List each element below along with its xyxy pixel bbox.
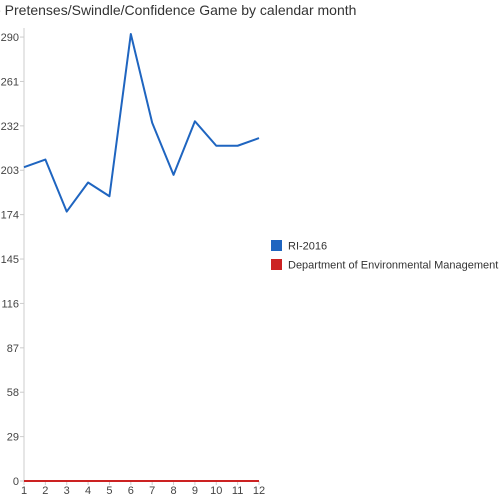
y-tick-label: 0 — [13, 476, 19, 488]
x-axis: 1 2 3 4 5 6 7 8 9 10 11 12 — [21, 480, 265, 497]
y-tick-label: 203 — [1, 165, 19, 177]
y-tick-label: 290 — [1, 32, 19, 44]
y-tick-label: 174 — [1, 210, 19, 222]
legend-label: Department of Environmental Management — [288, 260, 498, 272]
x-tick-label: 6 — [128, 485, 134, 497]
legend-item[interactable]: RI-2016 — [271, 240, 327, 253]
x-tick-label: 4 — [85, 485, 91, 497]
x-tick-label: 1 — [21, 485, 27, 497]
y-tick-label: 232 — [1, 121, 19, 133]
legend-swatch — [271, 240, 282, 251]
y-tick-label: 87 — [7, 343, 19, 355]
y-tick-label: 116 — [1, 298, 19, 310]
x-tick-label: 9 — [192, 485, 198, 497]
y-tick-label: 145 — [1, 254, 19, 266]
y-tick-label: 29 — [7, 432, 19, 444]
chart-title: se Pretenses/Swindle/Confidence Game by … — [0, 2, 357, 18]
series-lines — [23, 33, 260, 482]
x-tick-label: 7 — [149, 485, 155, 497]
y-tick-label: 58 — [7, 387, 19, 399]
legend-item[interactable]: Department of Environmental Management — [271, 259, 498, 272]
legend-label: RI-2016 — [288, 241, 327, 253]
y-axis: 0 29 58 87 116 145 174 203 232 261 290 — [1, 28, 25, 488]
y-tick-label: 261 — [1, 76, 19, 88]
x-tick-label: 8 — [170, 485, 176, 497]
x-tick-label: 3 — [64, 485, 70, 497]
series-line-1 — [23, 33, 260, 213]
x-tick-label: 11 — [232, 485, 243, 497]
x-tick-label: 12 — [253, 485, 265, 497]
legend-swatch — [271, 259, 282, 270]
legend[interactable]: RI-2016 Department of Environmental Manag… — [271, 240, 498, 272]
x-tick-label: 2 — [42, 485, 48, 497]
x-tick-label: 10 — [210, 485, 222, 497]
x-tick-label: 5 — [106, 485, 112, 497]
